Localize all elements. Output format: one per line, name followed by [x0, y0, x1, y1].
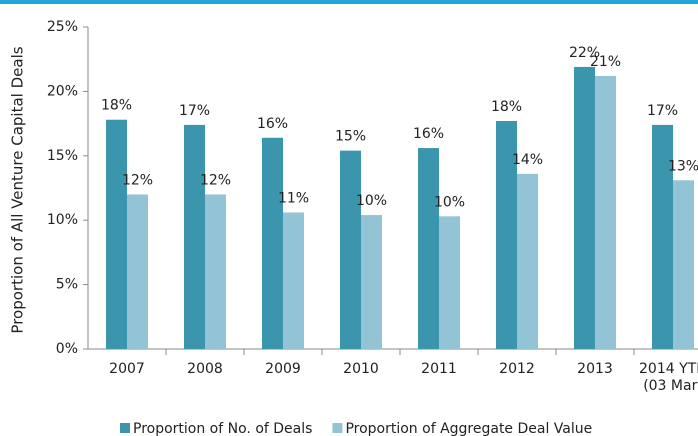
legend-label: Proportion of Aggregate Deal Value: [345, 421, 592, 436]
data-label: 16%: [257, 116, 288, 132]
data-label: 11%: [278, 190, 309, 206]
y-tick-label: 15%: [47, 148, 78, 164]
bar: [205, 194, 226, 349]
bar: [262, 137, 283, 349]
x-tick-label: 2010: [343, 361, 379, 377]
bar: [184, 124, 205, 349]
x-tick-label: 2012: [499, 361, 535, 377]
data-label: 16%: [413, 126, 444, 142]
legend-swatch: [120, 423, 130, 433]
data-label: 22%: [569, 45, 600, 61]
y-tick-label: 0%: [56, 341, 78, 357]
data-label: 13%: [668, 158, 698, 174]
data-label: 14%: [512, 152, 543, 168]
bar: [106, 119, 127, 350]
data-label: 12%: [200, 172, 231, 188]
data-label: 18%: [101, 98, 132, 114]
bar: [439, 216, 460, 349]
bar: [496, 121, 517, 349]
x-tick-label: 2013: [577, 361, 613, 377]
data-label: 21%: [590, 54, 621, 70]
bar: [595, 75, 616, 349]
x-tick-label: 2009: [265, 361, 301, 377]
data-label: 17%: [179, 103, 210, 119]
data-label: 10%: [356, 193, 387, 209]
x-tick-label: 2007: [109, 361, 145, 377]
bar: [574, 66, 595, 349]
bar: [340, 150, 361, 349]
x-tick-label: 2011: [421, 361, 457, 377]
data-label: 15%: [335, 129, 366, 145]
bar: [127, 194, 148, 349]
data-label: 10%: [434, 194, 465, 210]
legend-label: Proportion of No. of Deals: [133, 421, 312, 436]
bar: [517, 173, 538, 349]
data-label: 18%: [491, 99, 522, 115]
top-rule: [0, 0, 698, 4]
y-tick-label: 5%: [56, 277, 78, 293]
data-label: 12%: [122, 172, 153, 188]
data-label: 17%: [647, 103, 678, 119]
y-tick-label: 25%: [47, 19, 78, 35]
bar: [361, 215, 382, 349]
bar: [673, 180, 694, 349]
y-tick-label: 10%: [47, 212, 78, 228]
y-axis-title: Proportion of All Venture Capital Deals: [9, 46, 27, 333]
x-tick-label: 2014 YTD(03 Mar): [639, 361, 698, 394]
bar: [418, 148, 439, 349]
x-tick-label: 2008: [187, 361, 223, 377]
legend-swatch: [332, 423, 343, 433]
bar: [652, 124, 673, 349]
bar: [283, 212, 304, 349]
y-tick-label: 20%: [47, 83, 78, 99]
